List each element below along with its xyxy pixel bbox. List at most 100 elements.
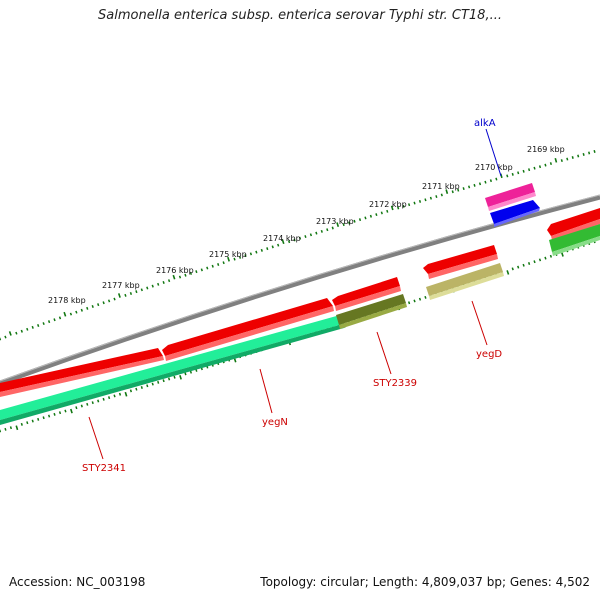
minor-tick xyxy=(429,196,432,200)
minor-tick xyxy=(26,421,29,425)
gene-label-alka[interactable]: alkA xyxy=(474,118,496,129)
genome-backbone xyxy=(0,194,600,386)
callout-line xyxy=(259,368,273,414)
cds-olive[interactable] xyxy=(336,294,406,325)
minor-tick xyxy=(184,372,187,376)
minor-tick xyxy=(195,270,198,274)
minor-tick xyxy=(293,238,296,242)
tick-label: 2173 kbp xyxy=(316,217,354,226)
minor-tick xyxy=(140,386,143,389)
minor-tick xyxy=(468,185,471,189)
genes-label: Genes: xyxy=(509,575,552,589)
minor-tick xyxy=(47,414,51,418)
callout-line xyxy=(376,331,392,375)
minor-tick xyxy=(20,422,23,426)
minor-tick xyxy=(129,389,133,393)
minor-tick xyxy=(533,166,536,170)
cds-mint[interactable] xyxy=(0,315,343,420)
cds-khaki[interactable] xyxy=(426,263,503,296)
minor-tick xyxy=(233,257,236,261)
length-value: 4,809,037 bp xyxy=(421,575,502,589)
cds-green[interactable] xyxy=(549,224,600,252)
minor-tick xyxy=(528,168,531,172)
minor-tick xyxy=(566,157,569,161)
minor-tick xyxy=(549,254,553,258)
minor-tick xyxy=(47,320,51,324)
minor-tick xyxy=(129,292,133,295)
minor-tick xyxy=(577,154,580,158)
gene-block[interactable] xyxy=(332,277,400,306)
minor-tick xyxy=(58,316,62,320)
minor-tick xyxy=(511,267,514,271)
callout-line xyxy=(485,128,502,177)
genome-stats: Topology: circular; Length: 4,809,037 bp… xyxy=(260,575,590,589)
minor-tick xyxy=(151,382,154,386)
gene-label-sty2339[interactable]: STY2339 xyxy=(373,378,417,389)
minor-tick xyxy=(511,172,514,176)
minor-tick xyxy=(4,335,7,339)
minor-tick xyxy=(31,419,34,423)
minor-tick xyxy=(173,375,176,379)
minor-tick xyxy=(369,214,373,218)
minor-tick xyxy=(118,392,122,396)
minor-tick xyxy=(375,213,378,217)
gene-block-shade xyxy=(428,254,498,279)
minor-tick xyxy=(75,406,78,410)
minor-tick xyxy=(113,394,116,398)
minor-tick xyxy=(538,258,542,262)
minor-tick xyxy=(102,397,105,401)
minor-tick xyxy=(15,331,18,335)
minor-tick xyxy=(358,218,362,222)
gene-block[interactable] xyxy=(162,298,333,356)
minor-tick xyxy=(200,268,203,272)
tick-label: 2175 kbp xyxy=(209,250,247,259)
cds-pink[interactable] xyxy=(485,183,535,207)
minor-tick xyxy=(402,204,405,208)
gene-label-yegn[interactable]: yegN xyxy=(262,417,288,428)
minor-tick xyxy=(304,235,307,238)
accession-info: Accession: NC_003198 xyxy=(9,575,145,589)
minor-tick xyxy=(331,226,334,230)
minor-tick xyxy=(53,412,56,416)
minor-tick xyxy=(97,399,100,403)
minor-tick xyxy=(266,247,269,251)
major-tick xyxy=(445,189,449,194)
minor-tick xyxy=(64,409,67,413)
gene-block[interactable] xyxy=(423,245,497,274)
cds-blue[interactable] xyxy=(490,200,540,224)
minor-tick xyxy=(135,387,138,391)
tick-label: 2172 kbp xyxy=(369,200,407,209)
accession-value: NC_003198 xyxy=(76,575,146,589)
callout-line xyxy=(471,300,488,346)
minor-tick xyxy=(271,245,274,249)
gene-block[interactable] xyxy=(547,208,600,236)
minor-tick xyxy=(326,228,329,232)
minor-tick xyxy=(42,416,45,420)
gene-block-shade xyxy=(335,286,401,311)
gene-label-sty2341[interactable]: STY2341 xyxy=(82,463,126,474)
major-tick xyxy=(124,391,128,397)
minor-tick xyxy=(407,203,411,207)
minor-tick xyxy=(135,290,138,294)
minor-tick xyxy=(506,174,509,178)
genes-value: 4,502 xyxy=(555,575,590,589)
topology-label: Topology: xyxy=(260,575,317,589)
minor-tick xyxy=(217,263,220,266)
minor-tick xyxy=(211,264,214,268)
minor-tick xyxy=(484,180,487,184)
minor-tick xyxy=(462,187,465,191)
gene-block[interactable] xyxy=(0,348,163,392)
major-tick xyxy=(390,205,394,211)
minor-tick xyxy=(37,417,40,421)
major-tick xyxy=(336,222,340,227)
minor-tick xyxy=(107,396,111,400)
topology-value: circular xyxy=(320,575,365,589)
minor-tick xyxy=(58,411,62,415)
minor-tick xyxy=(107,299,111,303)
minor-tick xyxy=(588,151,591,155)
tick-label: 2177 kbp xyxy=(102,281,140,290)
major-tick xyxy=(560,252,564,257)
gene-label-yegd[interactable]: yegD xyxy=(476,349,502,360)
minor-tick xyxy=(206,266,209,270)
